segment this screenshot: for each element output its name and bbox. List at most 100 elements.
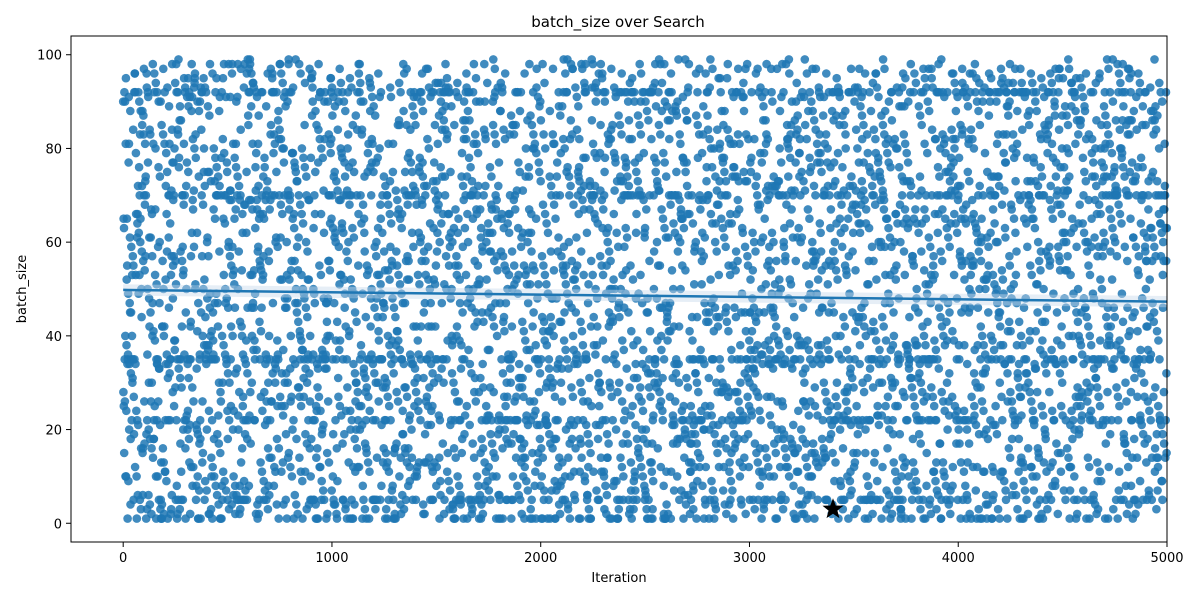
scatter-point [592,340,602,350]
scatter-point [740,242,750,252]
scatter-point [388,139,398,149]
scatter-point [948,326,957,336]
scatter-point [405,411,415,420]
scatter-point [119,448,129,458]
scatter-point [691,111,701,120]
scatter-point [342,247,351,256]
scatter-point [374,397,384,406]
scatter-point [757,158,767,167]
scatter-point [413,373,422,383]
scatter-point [976,256,986,266]
scatter-point [362,383,372,392]
scatter-point [170,78,180,88]
scatter-point [422,392,432,402]
scatter-point [1078,92,1088,102]
scatter-point [884,97,894,106]
scatter-point [434,200,443,209]
scatter-point [727,345,736,355]
scatter-point [479,383,488,392]
scatter-point [589,467,598,477]
scatter-point [1139,378,1149,388]
scatter-point [1149,392,1158,402]
scatter-point [733,130,743,139]
scatter-point [1014,434,1024,444]
scatter-point [316,406,325,416]
scatter-point [835,92,844,102]
scatter-point [589,312,598,322]
scatter-point [626,458,636,467]
scatter-point [283,97,292,106]
scatter-point [1026,261,1035,270]
scatter-point [158,130,168,139]
scatter-point [384,401,394,411]
scatter-point [1135,476,1145,486]
scatter-point [700,359,709,369]
scatter-point [435,415,445,425]
scatter-point [587,116,597,125]
scatter-point [216,397,226,406]
scatter-point [889,308,898,317]
scatter-point [889,458,898,467]
scatter-point [1053,509,1063,519]
scatter-point [361,312,371,322]
scatter-point [935,439,945,448]
scatter-point [1004,444,1014,453]
scatter-point [169,401,179,411]
scatter-point [371,251,381,261]
scatter-point [595,378,605,388]
scatter-point [323,509,332,519]
scatter-point [157,500,167,509]
scatter-point [313,364,323,373]
scatter-point [770,312,779,322]
scatter-point [479,495,489,505]
scatter-point [763,134,773,144]
scatter-point [828,247,838,256]
scatter-point [550,139,559,149]
scatter-point [709,514,719,523]
scatter-point [909,392,918,402]
scatter-point [355,59,365,69]
scatter-point [1112,251,1122,261]
scatter-point [1037,401,1046,411]
scatter-point [625,383,634,392]
scatter-point [343,144,352,153]
scatter-point [816,148,825,158]
scatter-point [333,373,343,383]
scatter-point [276,200,286,209]
scatter-point [738,228,748,238]
scatter-point [1148,167,1158,177]
scatter-point [332,514,342,523]
scatter-point [463,106,473,116]
scatter-point [813,495,822,505]
scatter-point [657,205,666,214]
scatter-point [929,401,939,411]
scatter-point [507,322,517,331]
scatter-point [511,120,520,130]
scatter-point [1013,373,1023,383]
scatter-point [432,247,442,256]
scatter-point [1134,69,1143,78]
scatter-point [386,219,396,228]
scatter-point [331,355,341,364]
scatter-point [265,205,275,214]
scatter-point [165,219,175,228]
scatter-point [487,415,497,425]
scatter-point [171,256,180,266]
scatter-point [332,317,342,327]
scatter-point [797,167,806,177]
scatter-point [1027,397,1036,406]
scatter-point [548,444,557,453]
scatter-point [384,200,393,209]
scatter-point [887,116,897,125]
scatter-point [911,78,921,88]
scatter-point [281,495,291,505]
scatter-point [297,270,306,280]
scatter-point [451,205,460,214]
scatter-point [622,233,632,242]
scatter-point [231,139,241,149]
scatter-point [358,200,368,209]
scatter-point [771,448,781,458]
scatter-point [436,162,446,172]
scatter-point [339,275,349,284]
scatter-point [593,322,602,331]
